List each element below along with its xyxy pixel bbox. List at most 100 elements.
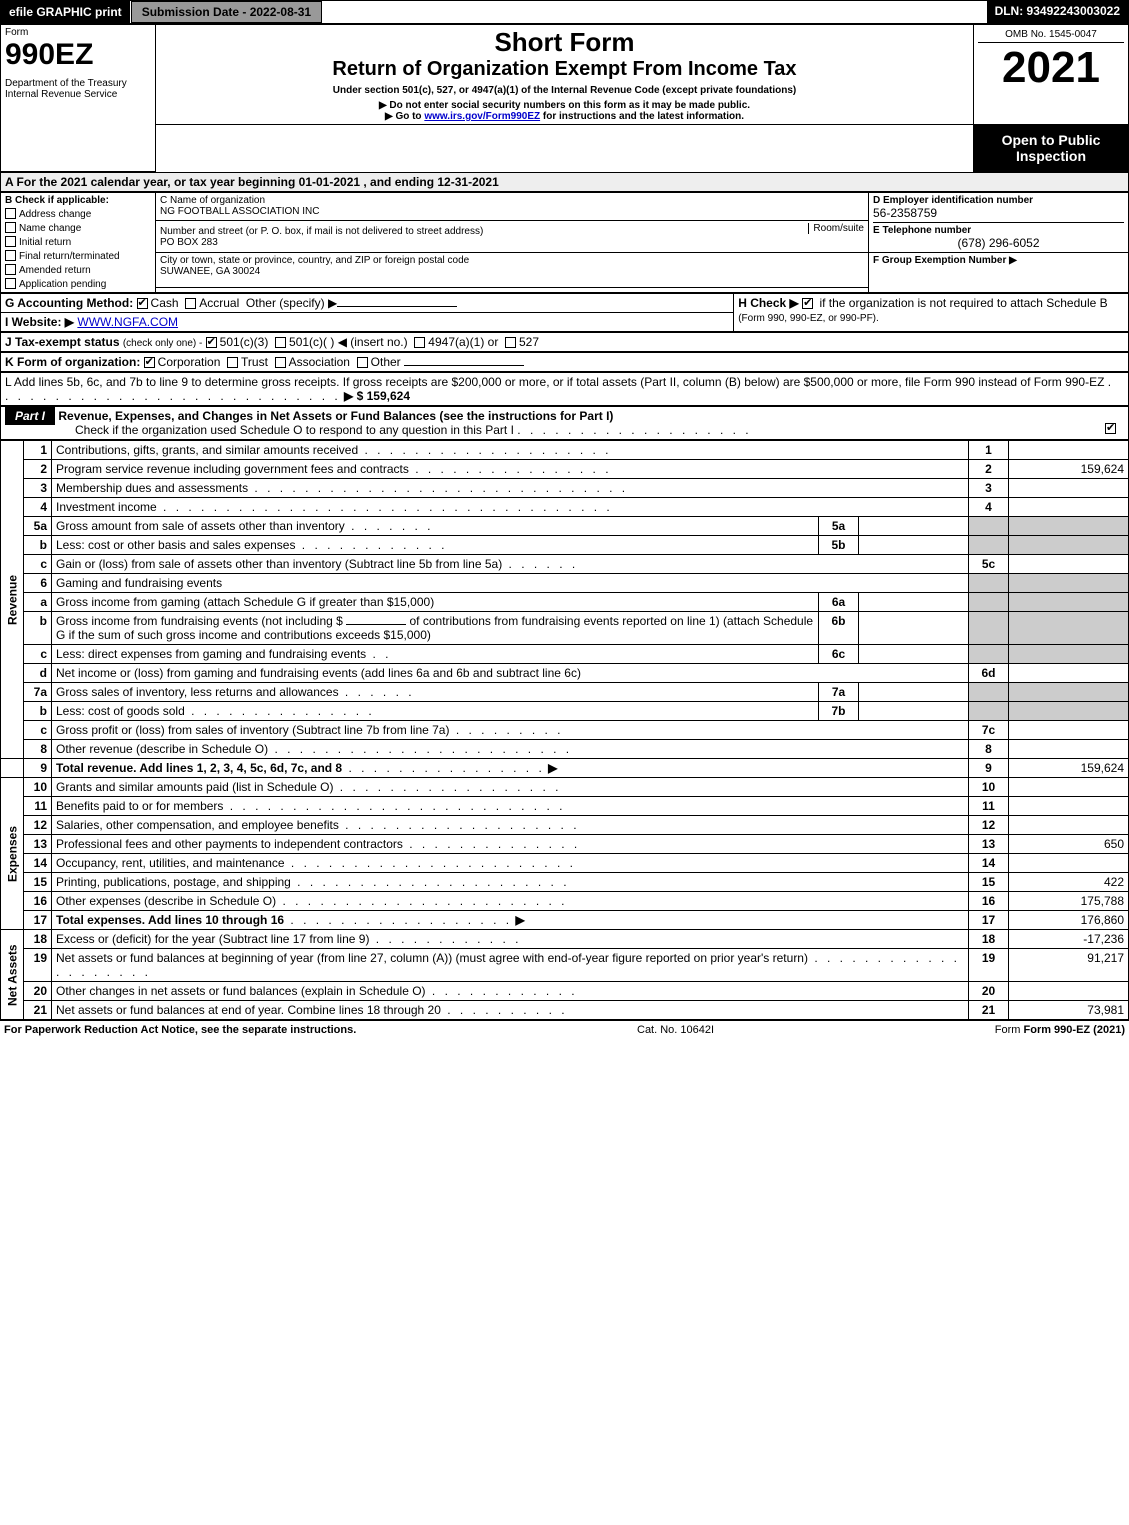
line-14-num: 14 [24, 854, 52, 873]
line-21-num: 21 [24, 1001, 52, 1020]
b-title: B Check if applicable: [5, 195, 151, 206]
line-5b-text: Less: cost or other basis and sales expe… [56, 538, 295, 552]
line-13-text: Professional fees and other payments to … [56, 837, 403, 851]
goto-link[interactable]: www.irs.gov/Form990EZ [424, 111, 540, 122]
line-15-box: 15 [969, 873, 1009, 892]
line-6b-text1: Gross income from fundraising events (no… [56, 614, 343, 628]
line-21-val: 73,981 [1009, 1001, 1129, 1020]
line-8-num: 8 [24, 740, 52, 759]
line-14-text: Occupancy, rent, utilities, and maintena… [56, 856, 285, 870]
line-18-num: 18 [24, 930, 52, 949]
line-3-box: 3 [969, 479, 1009, 498]
b-opt-5[interactable]: Application pending [5, 276, 151, 290]
line-11-val [1009, 797, 1129, 816]
line-11-box: 11 [969, 797, 1009, 816]
line-5b-mid: 5b [819, 536, 859, 555]
line-19-text: Net assets or fund balances at beginning… [56, 951, 808, 965]
b-opt-4[interactable]: Amended return [5, 262, 151, 276]
line-16-val: 175,788 [1009, 892, 1129, 911]
line-8-text: Other revenue (describe in Schedule O) [56, 742, 268, 756]
k-corp-check[interactable] [144, 357, 155, 368]
k-assoc: Association [289, 355, 350, 369]
line-7c-num: c [24, 721, 52, 740]
j-4947-check[interactable] [414, 337, 425, 348]
line-3-text: Membership dues and assessments [56, 481, 248, 495]
arrow-icon-17: ▶ [515, 913, 524, 927]
b-opt-2[interactable]: Initial return [5, 234, 151, 248]
line-4-box: 4 [969, 498, 1009, 517]
line-8-box: 8 [969, 740, 1009, 759]
line-9-num: 9 [24, 759, 52, 778]
i-website-link[interactable]: WWW.NGFA.COM [77, 315, 178, 329]
line-18-box: 18 [969, 930, 1009, 949]
line-a-text: A For the 2021 calendar year, or tax yea… [1, 173, 1129, 192]
b-opt-0[interactable]: Address change [5, 206, 151, 220]
line-4-val [1009, 498, 1129, 517]
tax-year: 2021 [978, 43, 1124, 93]
b-opt-3[interactable]: Final return/terminated [5, 248, 151, 262]
page-footer: For Paperwork Reduction Act Notice, see … [0, 1020, 1129, 1039]
g-label: G Accounting Method: [5, 296, 133, 310]
l-text: L Add lines 5b, 6c, and 7b to line 9 to … [5, 375, 1104, 389]
form-number: 990EZ [5, 38, 151, 72]
line-20-text: Other changes in net assets or fund bala… [56, 984, 426, 998]
part-i-title: Revenue, Expenses, and Changes in Net As… [58, 409, 613, 423]
line-7b-text: Less: cost of goods sold [56, 704, 185, 718]
part-i-schedo-check[interactable] [1105, 423, 1116, 434]
line-12-val [1009, 816, 1129, 835]
d-label: D Employer identification number [873, 195, 1124, 206]
j-sub: (check only one) - [123, 338, 202, 349]
goto-post: for instructions and the latest informat… [540, 111, 744, 122]
netassets-vert-label: Net Assets [1, 930, 24, 1020]
g-cash-check[interactable] [137, 298, 148, 309]
line-10-box: 10 [969, 778, 1009, 797]
g-accrual-check[interactable] [185, 298, 196, 309]
main-title: Return of Organization Exempt From Incom… [160, 58, 969, 81]
line-7a-num: 7a [24, 683, 52, 702]
b-opt-5-label: Application pending [19, 279, 106, 290]
k-other-check[interactable] [357, 357, 368, 368]
dept-treasury: Department of the Treasury [5, 78, 151, 89]
k-trust-check[interactable] [227, 357, 238, 368]
under-section: Under section 501(c), 527, or 4947(a)(1)… [160, 85, 969, 96]
line-5a-num: 5a [24, 517, 52, 536]
line-13-box: 13 [969, 835, 1009, 854]
j-4947: 4947(a)(1) or [428, 335, 498, 349]
j-501c-check[interactable] [275, 337, 286, 348]
line-15-num: 15 [24, 873, 52, 892]
j-501c3-check[interactable] [206, 337, 217, 348]
line-19-num: 19 [24, 949, 52, 982]
line-3-num: 3 [24, 479, 52, 498]
e-label: E Telephone number [873, 222, 1124, 236]
line-11-text: Benefits paid to or for members [56, 799, 223, 813]
section-k: K Form of organization: Corporation Trus… [0, 352, 1129, 372]
section-j: J Tax-exempt status (check only one) - 5… [0, 332, 1129, 352]
c-city-label: City or town, state or province, country… [160, 255, 864, 266]
footer-mid: Cat. No. 10642I [637, 1024, 714, 1036]
b-opt-1[interactable]: Name change [5, 220, 151, 234]
part-i-header: Part I Revenue, Expenses, and Changes in… [0, 406, 1129, 440]
b-opt-2-label: Initial return [19, 237, 71, 248]
line-9-val: 159,624 [1009, 759, 1129, 778]
line-20-num: 20 [24, 982, 52, 1001]
line-10-num: 10 [24, 778, 52, 797]
line-6c-num: c [24, 645, 52, 664]
h-label: H Check ▶ [738, 296, 802, 310]
part-i-table: Revenue 1 Contributions, gifts, grants, … [0, 440, 1129, 1020]
line-5b-num: b [24, 536, 52, 555]
header-table: Form 990EZ Department of the Treasury In… [0, 24, 1129, 172]
h-sub: (Form 990, 990-EZ, or 990-PF). [738, 313, 879, 324]
k-assoc-check[interactable] [275, 357, 286, 368]
g-cash: Cash [151, 296, 179, 310]
d-value: 56-2358759 [873, 206, 1124, 220]
expenses-vert-label: Expenses [1, 778, 24, 930]
h-check[interactable] [802, 298, 813, 309]
j-527-check[interactable] [505, 337, 516, 348]
line-9-text: Total revenue. Add lines 1, 2, 3, 4, 5c,… [56, 761, 342, 775]
l-value: ▶ $ 159,624 [344, 389, 410, 403]
efile-print-button[interactable]: efile GRAPHIC print [1, 1, 131, 23]
c-name-value: NG FOOTBALL ASSOCIATION INC [160, 206, 864, 217]
line-6a-num: a [24, 593, 52, 612]
line-16-num: 16 [24, 892, 52, 911]
line-5c-box: 5c [969, 555, 1009, 574]
